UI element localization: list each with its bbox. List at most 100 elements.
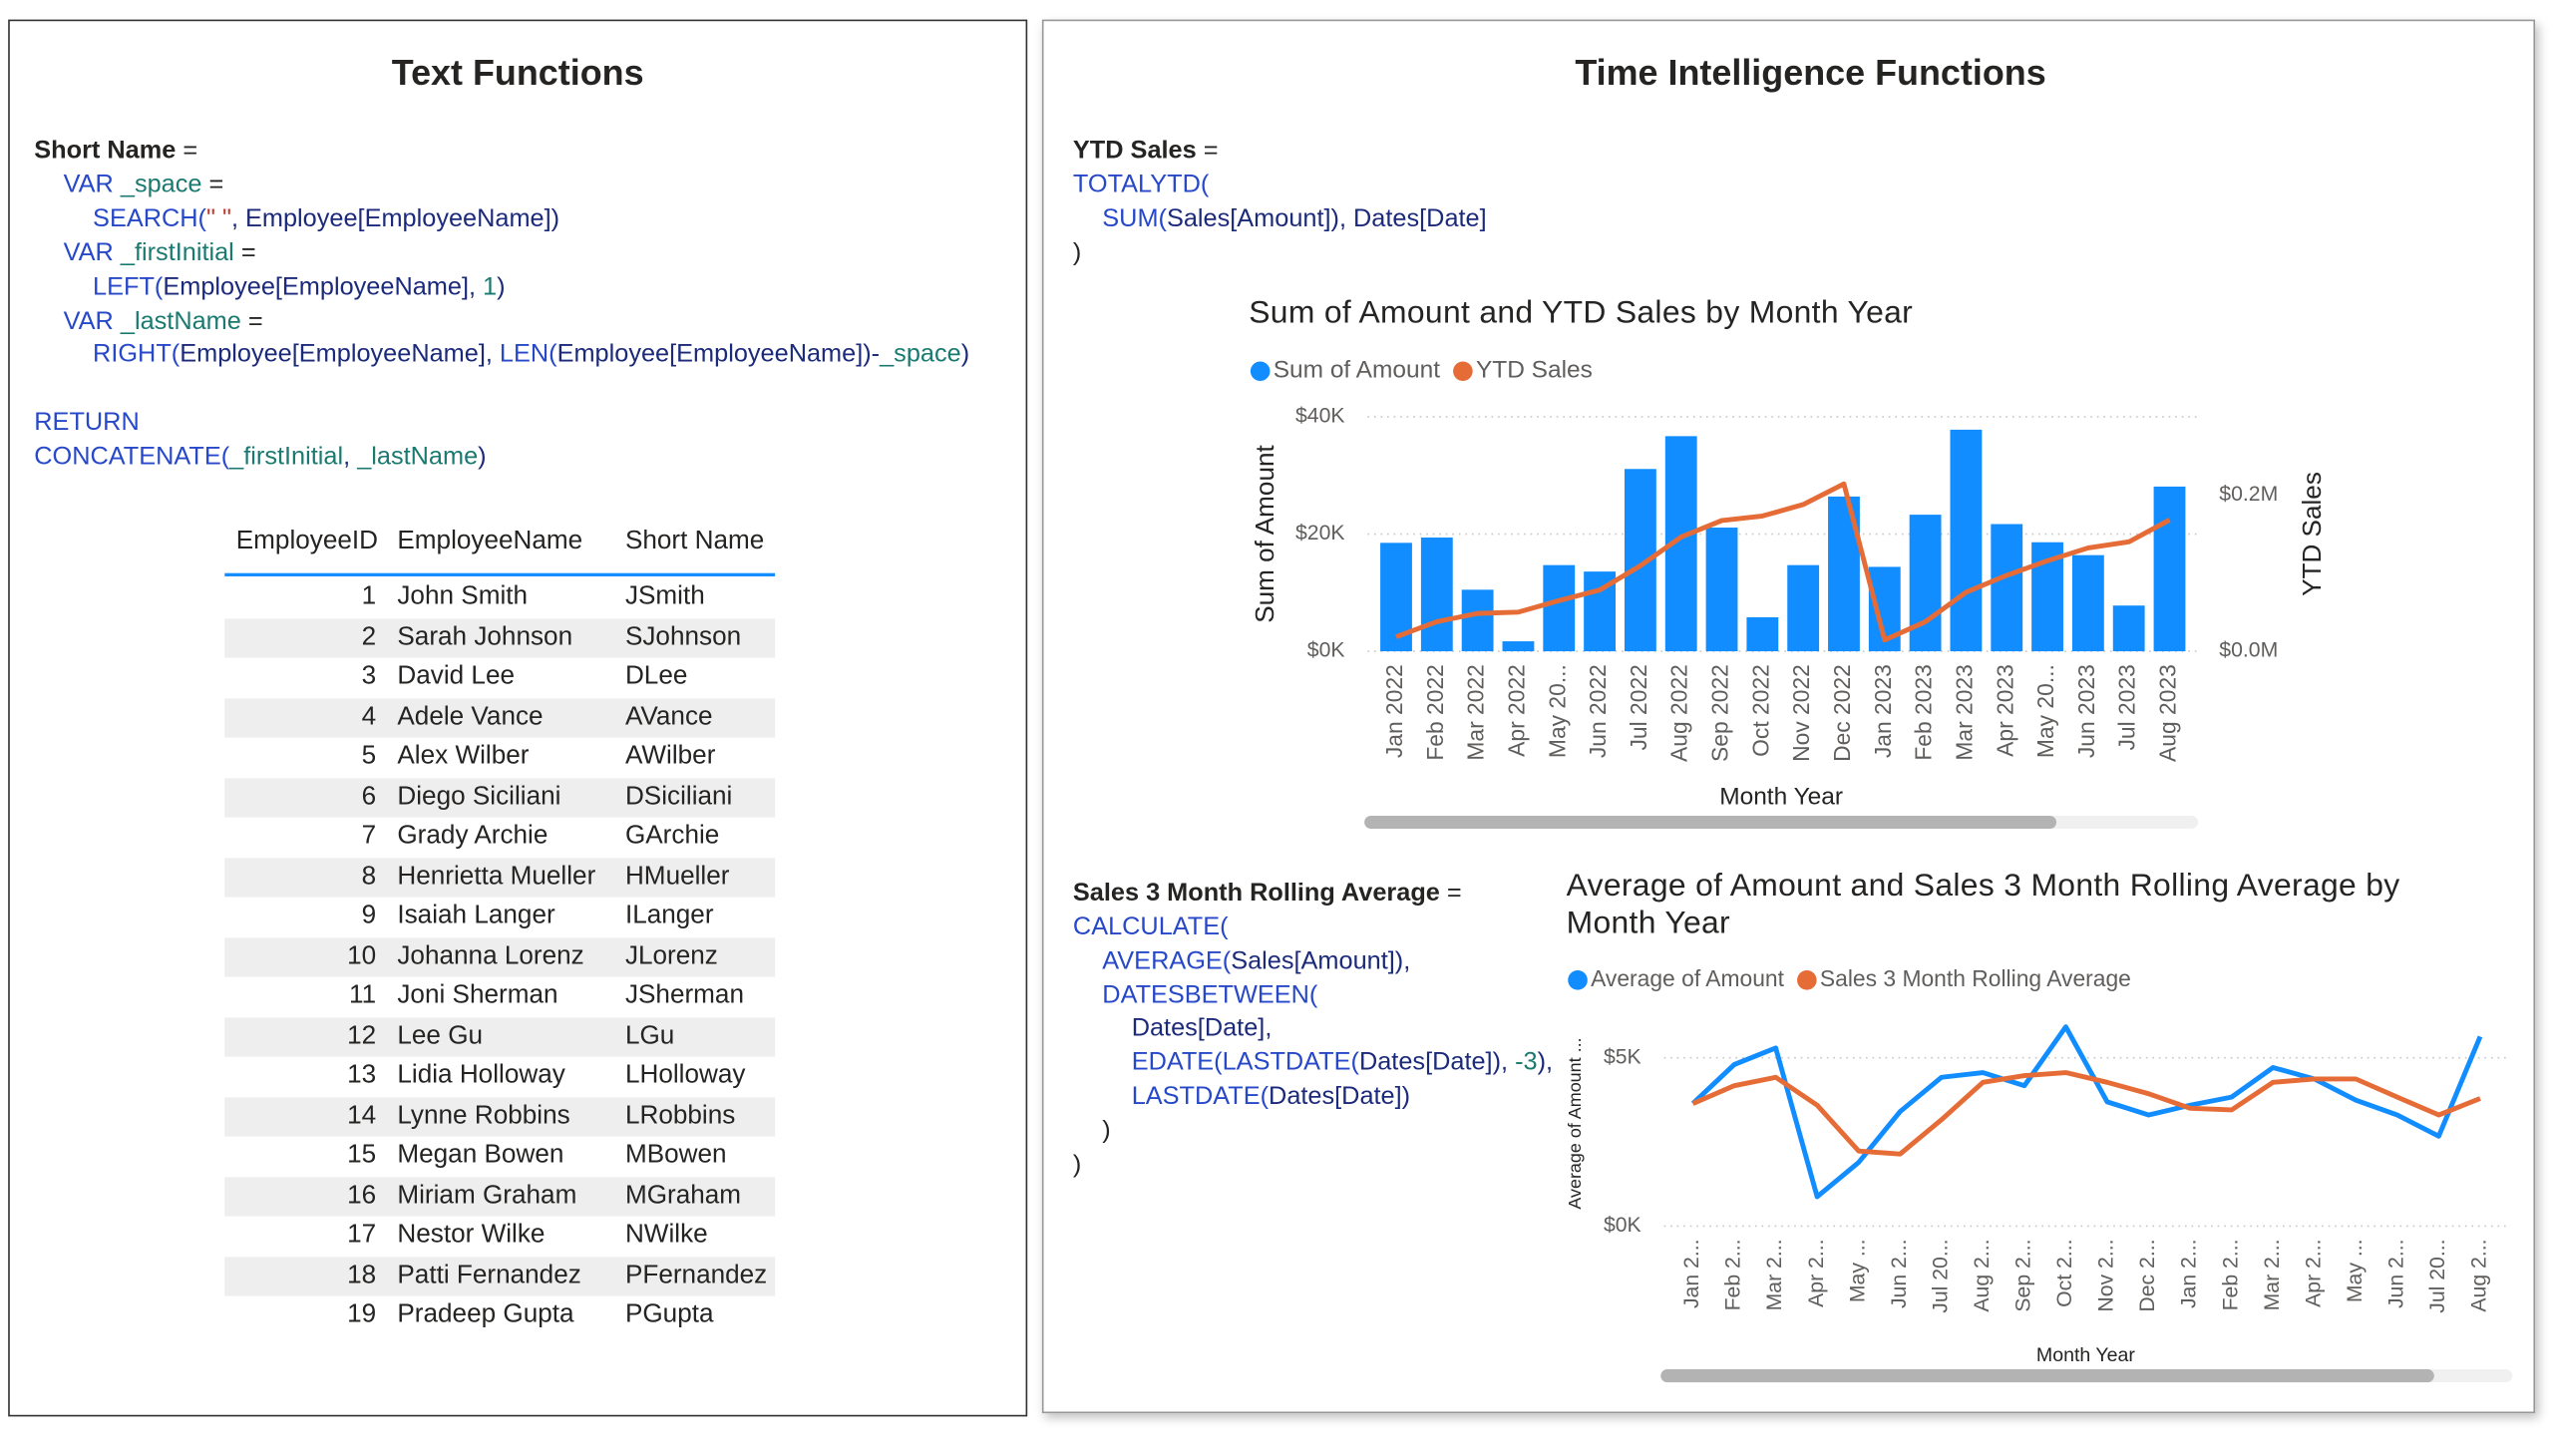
x-tick-label: Feb 2... bbox=[1722, 1239, 1745, 1310]
code-line: ) bbox=[1073, 237, 1081, 270]
x-tick-label: Feb 2022 bbox=[1422, 664, 1448, 761]
code-token: SEARCH( bbox=[93, 204, 206, 233]
cell-name: Grady Archie bbox=[397, 822, 548, 851]
code-token: Sales[Amount]), bbox=[1231, 947, 1411, 975]
cell-name: Johanna Lorenz bbox=[397, 941, 584, 970]
cell-id: 14 bbox=[347, 1101, 377, 1130]
code-token: LEFT( bbox=[93, 273, 164, 302]
code-line: DATESBETWEEN( bbox=[1102, 980, 1317, 1013]
cell-id: 13 bbox=[347, 1061, 377, 1090]
cell-name: Diego Siciliani bbox=[397, 782, 561, 811]
x-tick-label: Jun 2... bbox=[2384, 1239, 2407, 1308]
cell-id: 19 bbox=[347, 1300, 377, 1329]
cell-name: Patti Fernandez bbox=[397, 1261, 581, 1289]
x-tick-label: Feb 2... bbox=[2219, 1239, 2242, 1310]
x-tick-label: Apr 2... bbox=[2302, 1239, 2325, 1306]
bar bbox=[2112, 605, 2145, 652]
cell-name: Nestor Wilke bbox=[397, 1221, 546, 1250]
code-line: ) bbox=[1073, 1150, 1081, 1183]
column-header: EmployeeID bbox=[235, 527, 379, 555]
x-tick-label: Mar 2... bbox=[1763, 1239, 1786, 1310]
code-token: Sales 3 Month Rolling Average bbox=[1072, 879, 1440, 908]
column-header: Short Name bbox=[624, 527, 765, 555]
code-line: VAR _firstInitial = bbox=[64, 237, 256, 270]
code-token: = bbox=[201, 171, 224, 199]
code-token: , bbox=[343, 443, 358, 471]
legend-label: Sales 3 Month Rolling Average bbox=[1820, 965, 2131, 991]
code-token: Employee[EmployeeName])- bbox=[556, 340, 881, 368]
cell-id: 12 bbox=[347, 1021, 377, 1050]
cell-id: 5 bbox=[361, 742, 377, 771]
row-band bbox=[224, 1016, 776, 1057]
row-band bbox=[224, 617, 776, 658]
code-token: Dates[Date], bbox=[1131, 1014, 1273, 1042]
scrollbar-thumb[interactable] bbox=[1660, 1369, 2434, 1383]
x-tick-label: Mar 2022 bbox=[1463, 664, 1489, 761]
code-line: YTD Sales = bbox=[1073, 136, 1219, 169]
cell-short: GArchie bbox=[624, 822, 720, 851]
code-token: EDATE(LASTDATE( bbox=[1131, 1048, 1359, 1077]
cell-id: 8 bbox=[361, 862, 377, 891]
chart-title: Sum of Amount and YTD Sales by Month Yea… bbox=[1249, 294, 1914, 331]
legend-marker bbox=[1453, 361, 1473, 382]
row-band bbox=[224, 936, 776, 977]
x-tick-label: Nov 2022 bbox=[1788, 664, 1814, 762]
code-token: CALCULATE( bbox=[1072, 912, 1229, 941]
cell-short: MBowen bbox=[624, 1141, 727, 1170]
code-token: Short Name bbox=[34, 137, 177, 165]
code-token: = bbox=[1439, 879, 1462, 908]
code-token: AVERAGE( bbox=[1102, 947, 1232, 975]
cell-short: LHolloway bbox=[624, 1061, 746, 1090]
bar bbox=[1502, 641, 1535, 652]
code-token: CONCATENATE( bbox=[34, 443, 230, 471]
code-token: RETURN bbox=[34, 408, 140, 437]
cell-short: JSherman bbox=[624, 981, 744, 1010]
code-token: VAR bbox=[63, 238, 114, 267]
code-token: 1 bbox=[483, 273, 498, 302]
row-band bbox=[224, 857, 776, 898]
time-panel bbox=[1041, 19, 2536, 1414]
x-tick-label: Aug 2023 bbox=[2155, 664, 2181, 762]
code-token: LASTDATE( bbox=[1131, 1082, 1270, 1111]
cell-short: ILanger bbox=[624, 902, 714, 930]
cell-id: 6 bbox=[361, 782, 377, 811]
code-line: Short Name = bbox=[34, 136, 197, 169]
code-token: ) bbox=[478, 443, 487, 471]
x-tick-label: Jun 2022 bbox=[1585, 664, 1611, 758]
code-token: _lastName bbox=[357, 443, 479, 471]
x-axis-title: Month Year bbox=[1719, 783, 1843, 810]
x-tick-label: May ... bbox=[1846, 1239, 1869, 1302]
column-header: EmployeeName bbox=[397, 527, 583, 555]
code-line: RIGHT(Employee[EmployeeName], LEN(Employ… bbox=[93, 339, 969, 372]
cell-short: PFernandez bbox=[624, 1261, 768, 1289]
legend-label: YTD Sales bbox=[1476, 357, 1593, 384]
header-rule bbox=[224, 572, 776, 576]
x-tick-label: Nov 2... bbox=[2095, 1239, 2118, 1311]
cell-name: Sarah Johnson bbox=[397, 622, 573, 651]
code-token: _firstInitial bbox=[113, 238, 234, 267]
bar bbox=[1950, 429, 1983, 652]
code-line: AVERAGE(Sales[Amount]), bbox=[1102, 946, 1410, 979]
cell-name: Lynne Robbins bbox=[397, 1101, 570, 1130]
cell-short: DSiciliani bbox=[624, 782, 733, 811]
legend-marker bbox=[1250, 361, 1271, 382]
x-tick-label: Aug 2... bbox=[1971, 1239, 1994, 1311]
code-token: TOTALYTD( bbox=[1072, 171, 1210, 199]
code-token: Employee[EmployeeName], bbox=[163, 273, 484, 302]
code-token: = bbox=[233, 238, 256, 267]
cell-name: Joni Sherman bbox=[397, 981, 558, 1010]
bar bbox=[1461, 589, 1494, 652]
scrollbar-thumb[interactable] bbox=[1364, 815, 2057, 830]
code-token: _space bbox=[113, 171, 202, 199]
cell-id: 18 bbox=[347, 1261, 377, 1289]
code-line: LASTDATE(Dates[Date]) bbox=[1132, 1081, 1410, 1114]
x-axis-title: Month Year bbox=[2036, 1344, 2136, 1366]
bar bbox=[2071, 554, 2104, 652]
code-token: " " bbox=[205, 204, 231, 233]
code-token: -3 bbox=[1515, 1048, 1538, 1077]
code-token: ) bbox=[1102, 1116, 1111, 1145]
x-tick-label: Oct 2... bbox=[2053, 1239, 2076, 1306]
x-tick-label: Jan 2023 bbox=[1870, 664, 1896, 758]
